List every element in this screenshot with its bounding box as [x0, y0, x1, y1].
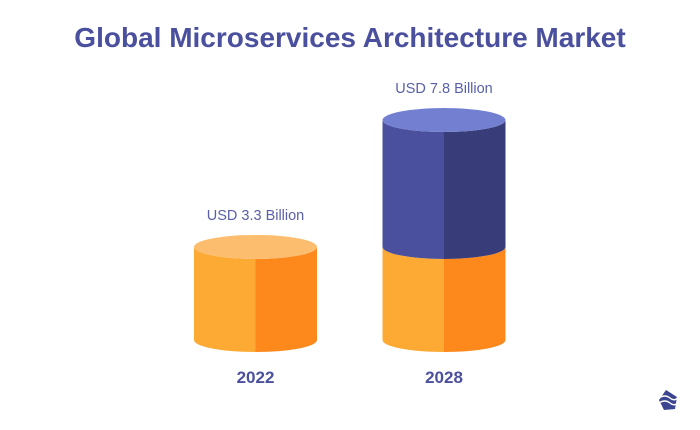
x-tick-label: 2028	[425, 368, 463, 387]
cylinder-2022-top	[194, 234, 317, 259]
chart-title: Global Microservices Architecture Market	[74, 22, 626, 53]
data-label: USD 3.3 Billion	[207, 208, 305, 224]
cylinder-2028-top	[382, 108, 506, 133]
wave-diamond-logo-icon	[658, 390, 679, 410]
cylinder-2022-base-front-right	[255, 246, 317, 352]
cylinder-2028-growth-front-left	[382, 120, 444, 259]
x-tick-label: 2022	[237, 368, 275, 387]
cylinder-2022-base-front-left	[194, 246, 256, 352]
data-label: USD 7.8 Billion	[395, 81, 493, 97]
cylinder-2028-growth-front-right	[444, 120, 506, 259]
cylinder-2028-base-front-left	[382, 246, 444, 352]
cylinder-2028-base-front-right	[444, 246, 506, 352]
